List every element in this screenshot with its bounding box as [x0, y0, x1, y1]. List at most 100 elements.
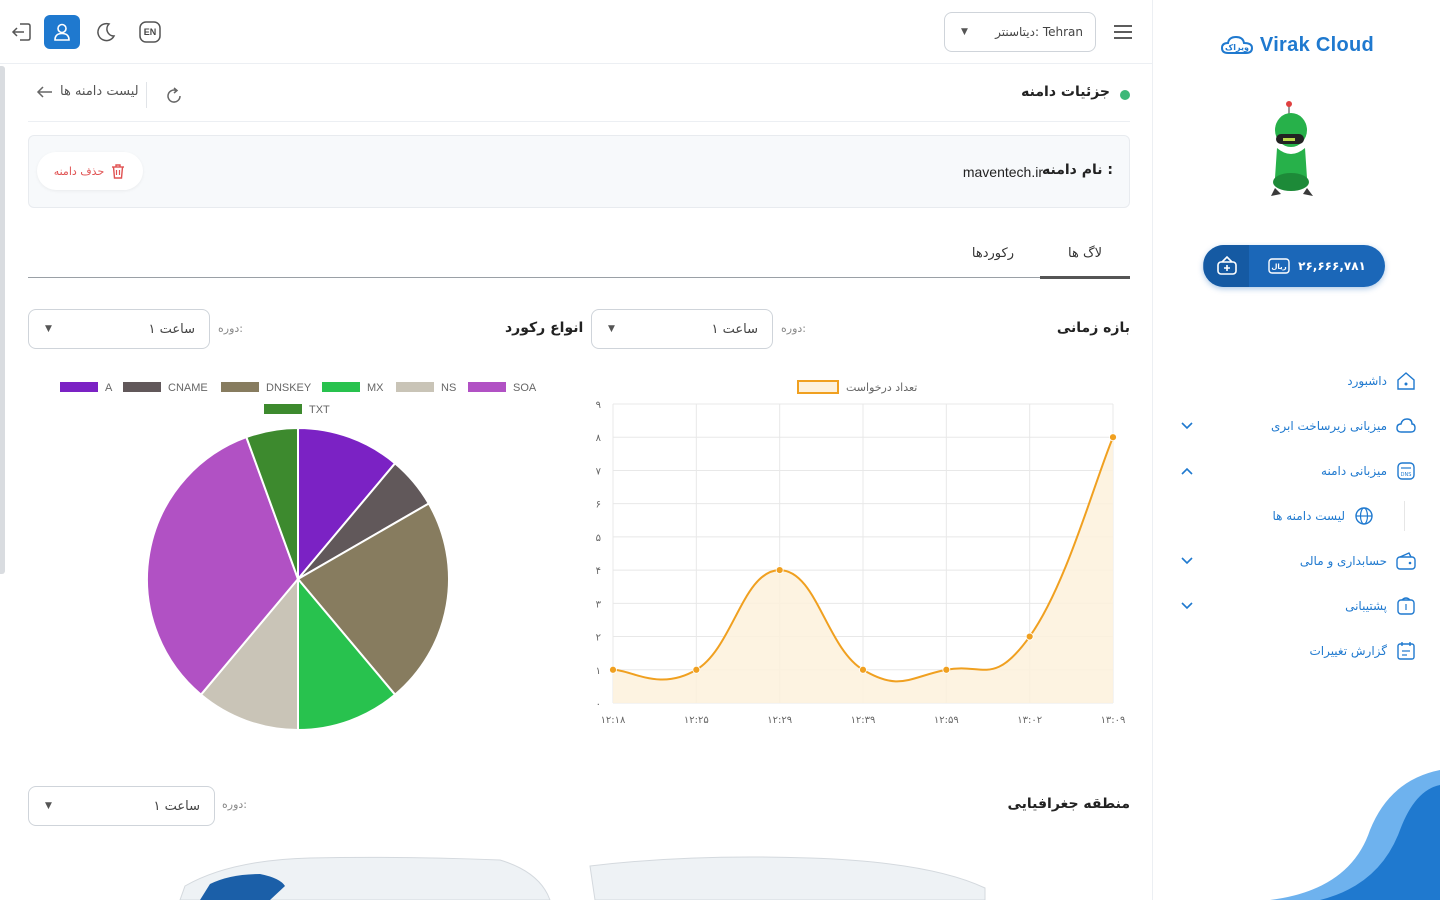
- moon-icon: [97, 22, 116, 42]
- geo-title: منطقه جغرافیایی: [1007, 796, 1130, 812]
- record-types-period-label: دوره:: [218, 322, 244, 335]
- tabs: لاگ ها رکوردها: [28, 232, 1130, 279]
- brand-name: Virak Cloud: [1259, 34, 1374, 56]
- trash-icon: [112, 164, 125, 179]
- chevron-down-icon[interactable]: [1181, 419, 1193, 433]
- sidebar-item-domain-list[interactable]: لیست دامنه ها: [1153, 493, 1440, 538]
- domain-name-value: maventech.ir: [962, 164, 1043, 180]
- sidebar-item-cloud-hosting[interactable]: میزبانی زیرساخت ابری: [1153, 403, 1440, 448]
- hamburger-menu-icon[interactable]: [1112, 22, 1134, 42]
- x-tick-label: ۱۳:۰۹: [1101, 715, 1126, 726]
- chevron-down-icon[interactable]: [1181, 599, 1193, 613]
- pie-slice: [146, 435, 300, 697]
- data-point: [609, 665, 617, 674]
- rial-icon: ریال: [1268, 258, 1290, 274]
- map-region-highlighted: [200, 874, 285, 900]
- language-icon: [139, 21, 161, 43]
- balance-value: ۲۶,۶۶۶,۷۸۱: [1298, 259, 1366, 273]
- legend-label: NS: [441, 382, 456, 394]
- legend-item: SOA: [468, 382, 537, 394]
- profile-button[interactable]: [44, 15, 80, 49]
- sidebar-item-changelog[interactable]: گزارش تغییرات: [1153, 628, 1440, 673]
- scrollbar[interactable]: [0, 66, 5, 574]
- sidebar-item-domain-hosting[interactable]: میزبانی دامنه DNS: [1153, 448, 1440, 493]
- globe-icon: [1355, 506, 1373, 525]
- theme-toggle-button[interactable]: [88, 15, 124, 49]
- logout-icon: [11, 23, 31, 41]
- pie-slice: [297, 426, 397, 582]
- decorative-wave: [1270, 770, 1440, 900]
- refresh-icon[interactable]: [164, 86, 184, 106]
- legend-item: CNAME: [123, 382, 208, 394]
- tab-logs[interactable]: لاگ ها: [1068, 246, 1102, 261]
- y-tick-label: ۶: [596, 500, 601, 511]
- data-point: [1025, 632, 1034, 641]
- language-label: EN: [143, 27, 157, 37]
- legend-swatch: [60, 382, 98, 392]
- chevron-up-icon[interactable]: [1181, 464, 1193, 478]
- pie-slice: [199, 576, 299, 732]
- status-dot: [1120, 90, 1130, 100]
- y-tick-label: ۳: [596, 599, 602, 610]
- x-tick-label: ۱۲:۲۹: [767, 715, 792, 726]
- changelog-icon: [1397, 641, 1415, 660]
- sidebar-item-label: حسابداری و مالی: [1299, 553, 1387, 568]
- legend-item: A: [60, 382, 113, 394]
- language-button[interactable]: EN: [132, 15, 168, 49]
- svg-text:ریال: ریال: [1271, 263, 1286, 271]
- y-tick-label: ۲: [596, 633, 601, 644]
- legend-label: SOA: [513, 382, 537, 394]
- legend-swatch: [468, 382, 506, 392]
- page-title: جزئیات دامنه: [1021, 84, 1110, 100]
- caret-down-icon: ▼: [961, 27, 968, 37]
- y-tick-label: ۴: [596, 566, 601, 577]
- y-tick-label: ۸: [596, 433, 602, 444]
- balance-amount[interactable]: ریال ۲۶,۶۶۶,۷۸۱: [1249, 245, 1385, 287]
- active-tab-indicator: [1040, 276, 1130, 279]
- legend-label: تعداد درخواست: [846, 381, 917, 394]
- legend-label: A: [105, 382, 113, 394]
- add-credit-button[interactable]: [1203, 245, 1249, 287]
- datacenter-select[interactable]: ▼ دیتاسنتر: Tehran: [944, 12, 1096, 52]
- pie-slice: [297, 576, 397, 732]
- requests-line-chart: تعداد درخواست ۰ ۱ ۲ ۳ ۴ ۵ ۶ ۷ ۸ ۹ ۱۲:۱۸ ۱۲:۲۵ ۱۲:۲۹ ۱۲…: [596, 380, 1126, 726]
- legend-label: MX: [367, 382, 384, 394]
- legend-item: DNSKEY: [221, 382, 312, 394]
- legend-item: NS: [396, 382, 456, 394]
- page-header: جزئیات دامنه لیست دامنه ها: [28, 70, 1130, 122]
- delete-domain-button[interactable]: حذف دامنه: [37, 152, 143, 190]
- domain-name-label: نام دامنه :: [1042, 162, 1113, 178]
- caret-down-icon: ▼: [608, 324, 615, 334]
- chevron-down-icon[interactable]: [1181, 554, 1193, 568]
- geo-period-select[interactable]: ▼ ۱ ساعت: [28, 786, 215, 826]
- world-map: [179, 856, 986, 900]
- time-range-title: بازه زمانی: [1056, 320, 1130, 336]
- caret-down-icon: ▼: [45, 324, 52, 334]
- sidebar-item-label: داشبورد: [1347, 373, 1387, 388]
- support-icon: [1397, 596, 1415, 615]
- sidebar-item-accounting[interactable]: حسابداری و مالی: [1153, 538, 1440, 583]
- legend-label: DNSKEY: [266, 382, 312, 394]
- y-tick-label: ۵: [596, 533, 601, 544]
- time-range-period-select[interactable]: ▼ ۱ ساعت: [591, 309, 773, 349]
- arrow-left-icon: [36, 85, 52, 98]
- record-types-period-select[interactable]: ▼ ۱ ساعت: [28, 309, 210, 349]
- add-wallet-icon: [1216, 255, 1237, 275]
- brand-logo[interactable]: ویراک Virak Cloud: [1220, 34, 1374, 57]
- legend-swatch: [123, 382, 161, 392]
- sidebar-item-label: پشتیبانی: [1345, 598, 1387, 613]
- geo-period-label: دوره:: [222, 798, 248, 811]
- sidebar-item-label: میزبانی زیرساخت ابری: [1271, 418, 1387, 433]
- back-to-domain-list-link[interactable]: لیست دامنه ها: [36, 84, 139, 99]
- legend-swatch: [396, 382, 434, 392]
- y-tick-label: ۷: [596, 466, 602, 477]
- record-types-period-value: ۱ ساعت: [148, 321, 195, 337]
- sidebar-item-dashboard[interactable]: داشبورد: [1153, 358, 1440, 403]
- logout-button[interactable]: [4, 15, 40, 49]
- cloud-icon: [1396, 417, 1416, 433]
- tab-records[interactable]: رکوردها: [971, 246, 1014, 261]
- user-icon: [54, 23, 70, 41]
- sidebar-item-support[interactable]: پشتیبانی: [1153, 583, 1440, 628]
- datacenter-value: دیتاسنتر: Tehran: [995, 25, 1083, 39]
- x-tick-label: ۱۲:۲۵: [684, 715, 709, 726]
